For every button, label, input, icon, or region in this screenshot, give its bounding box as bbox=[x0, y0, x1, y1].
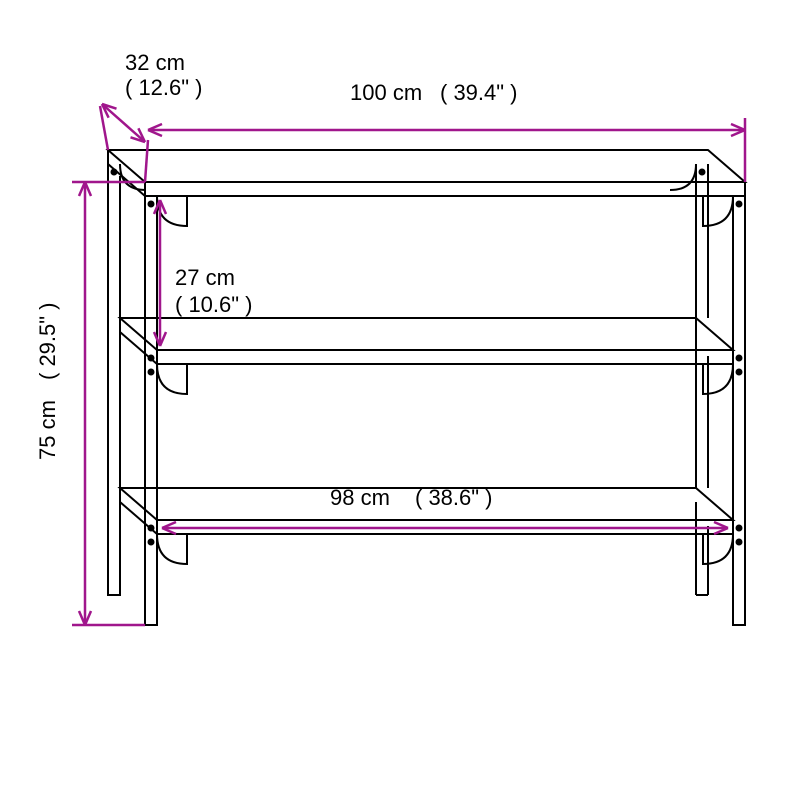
gap-in: ( 10.6" ) bbox=[175, 292, 253, 317]
shelfw-in: ( 38.6" ) bbox=[415, 485, 493, 510]
gap-cm: 27 cm bbox=[175, 265, 235, 290]
dimension-lines bbox=[72, 99, 745, 625]
depth-in: ( 12.6" ) bbox=[125, 75, 203, 100]
depth-cm: 32 cm bbox=[125, 50, 185, 75]
diagram-canvas: 32 cm ( 12.6" ) 100 cm ( 39.4" ) 75 cm (… bbox=[0, 0, 800, 800]
height-cm: 75 cm bbox=[35, 400, 60, 460]
shelfw-cm: 98 cm bbox=[330, 485, 390, 510]
width-cm: 100 cm bbox=[350, 80, 422, 105]
furniture-shelf-unit bbox=[108, 150, 745, 625]
width-in: ( 39.4" ) bbox=[440, 80, 518, 105]
height-in: ( 29.5" ) bbox=[35, 302, 60, 380]
